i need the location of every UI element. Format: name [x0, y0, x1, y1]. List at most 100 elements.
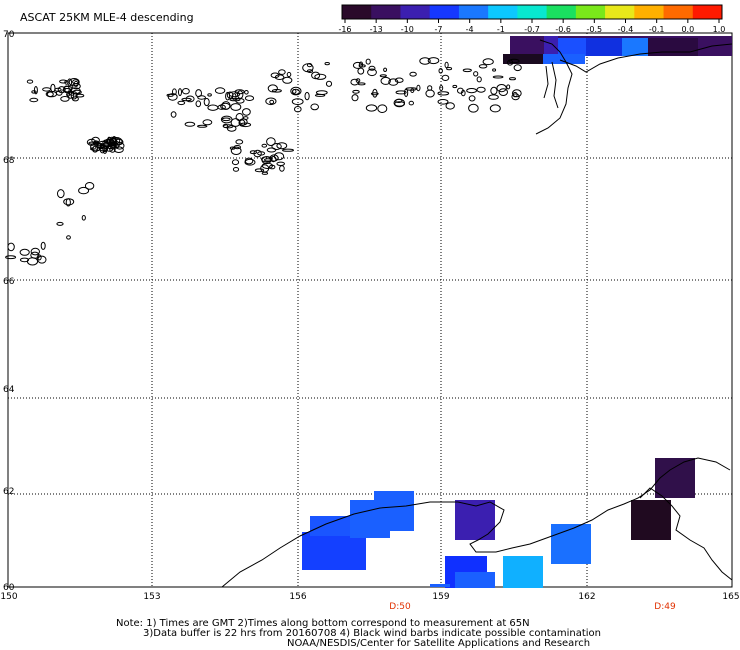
- lake-outline: [368, 65, 376, 71]
- lake-outline: [291, 98, 304, 105]
- lon-labels: 150 153 156 159 162 165: [0, 592, 739, 602]
- lake-outline: [7, 242, 15, 252]
- lake-outline: [177, 100, 186, 106]
- map-frame: [7, 32, 733, 588]
- lake-outline: [172, 88, 177, 96]
- lake-outline: [269, 154, 279, 162]
- lake-outline: [379, 74, 387, 78]
- lake-outline: [92, 145, 99, 153]
- lake-outline: [482, 58, 494, 66]
- lon-label: 165: [722, 592, 739, 602]
- lake-outline: [513, 64, 522, 72]
- lake-outline: [56, 90, 63, 96]
- lake-outline: [476, 76, 482, 83]
- lake-outline: [109, 146, 116, 153]
- lake-outline: [67, 78, 73, 87]
- lake-outline: [416, 84, 421, 92]
- lake-outline: [306, 69, 314, 73]
- lake-outline: [276, 161, 286, 167]
- lake-outline: [352, 89, 360, 94]
- colorbar-swatch: [517, 5, 548, 19]
- lake-outline: [462, 68, 472, 73]
- lake-outline: [66, 92, 71, 97]
- lake-outline: [441, 74, 450, 82]
- lake-outline: [60, 96, 70, 102]
- lake-outline: [230, 146, 242, 156]
- lake-outline: [496, 84, 507, 93]
- lake-outline: [357, 82, 366, 86]
- lake-outline: [182, 88, 190, 95]
- lat-label: 68: [3, 156, 15, 166]
- lake-outline: [511, 89, 522, 98]
- lat-label: 60: [3, 583, 15, 593]
- lake-outline: [68, 78, 80, 87]
- cell: [551, 524, 591, 564]
- note-line-1: Note: 1) Times are GMT 2)Times along bot…: [116, 618, 530, 629]
- lake-outline: [184, 121, 196, 127]
- colorbar-tick-label: 1.0: [713, 25, 726, 34]
- lake-outline: [507, 59, 514, 66]
- lat-label: 62: [3, 487, 14, 497]
- time-label: D:49: [654, 602, 676, 612]
- lake-outline: [278, 69, 286, 75]
- lake-outline: [372, 88, 378, 98]
- cell: [374, 491, 414, 531]
- lake-outline: [170, 111, 177, 118]
- lake-outline: [31, 90, 37, 94]
- lake-outline: [214, 87, 226, 94]
- graticule: [8, 33, 732, 587]
- colorbar-tick-label: 0.0: [681, 25, 694, 34]
- cell: [503, 556, 543, 588]
- lake-outline: [237, 90, 244, 99]
- lake-outline: [33, 86, 38, 95]
- lake-outline: [235, 139, 244, 145]
- colorbar-swatch: [575, 5, 606, 19]
- lake-outline: [84, 182, 95, 190]
- lake-outline: [444, 61, 449, 69]
- lake-outline: [271, 89, 282, 93]
- lake-outline: [26, 257, 39, 266]
- lake-outline: [254, 168, 265, 173]
- time-label: D:50: [389, 602, 411, 612]
- lon-label: 162: [578, 592, 595, 602]
- lake-outline: [304, 91, 310, 101]
- lake-outline: [239, 122, 252, 128]
- lake-outline: [427, 57, 440, 65]
- lake-outline: [492, 75, 504, 79]
- colorbar-tick-label: -0.1: [649, 25, 665, 34]
- lake-outline: [405, 87, 418, 91]
- lake-outline: [380, 76, 391, 85]
- lake-outline: [231, 93, 237, 101]
- lake-outline: [114, 138, 124, 146]
- colorbar-swatch: [546, 5, 577, 19]
- lake-outline: [46, 91, 54, 98]
- lake-outline: [97, 140, 109, 150]
- lon-label: 153: [143, 592, 160, 602]
- coastlines: [221, 39, 733, 588]
- lake-outline: [310, 103, 320, 111]
- lake-outline: [427, 85, 433, 91]
- note-line-2: 3)Data buffer is 22 hrs from 20160708 4)…: [143, 628, 601, 639]
- lon-label: 150: [0, 592, 17, 602]
- lake-outline: [473, 71, 479, 77]
- cell: [558, 38, 586, 56]
- colorbar-swatch: [342, 5, 372, 19]
- colorbar-tick-label: -0.6: [555, 25, 571, 34]
- lake-outline: [203, 97, 210, 107]
- lake-outline: [370, 92, 379, 96]
- colorbar-swatch: [488, 5, 518, 19]
- lake-outline: [261, 171, 269, 175]
- lake-outline: [490, 86, 498, 95]
- coastline-north: [535, 39, 733, 135]
- lake-outline: [468, 95, 476, 102]
- lake-outline: [314, 73, 327, 80]
- lake-outline: [185, 95, 195, 103]
- lake-outline: [266, 147, 277, 153]
- cell: [430, 584, 450, 587]
- lake-outline: [249, 150, 257, 155]
- lake-outline: [365, 58, 371, 65]
- lake-outline: [225, 91, 231, 101]
- lake-outline: [425, 89, 435, 98]
- colorbar-swatch: [371, 5, 401, 19]
